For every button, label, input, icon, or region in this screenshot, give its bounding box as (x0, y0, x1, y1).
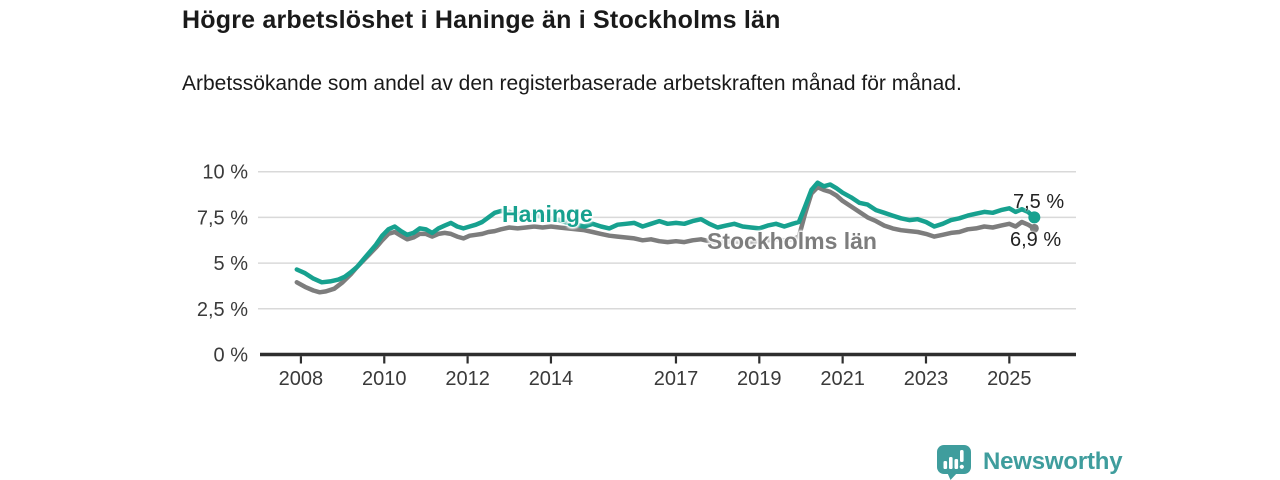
y-tick-label: 10 % (202, 162, 248, 184)
y-tick-label: 7,5 % (197, 207, 248, 229)
x-tick-label: 2012 (445, 368, 490, 390)
series-line-stockholms-lan (294, 184, 1037, 295)
y-tick-label: 5 % (214, 253, 249, 275)
x-tick-label: 2008 (279, 368, 324, 390)
x-tick-label: 2014 (529, 368, 574, 390)
x-tick-label: 2010 (362, 368, 407, 390)
chart-title: Högre arbetslöshet i Haninge än i Stockh… (182, 6, 781, 34)
series-label-stockholms-lan: Stockholms län (707, 228, 877, 254)
x-tick-label: 2021 (820, 368, 865, 390)
series-line-haninge (294, 180, 1037, 285)
series-label-haninge: Haninge (502, 201, 593, 227)
end-value-haninge: 7,5 % (1013, 191, 1065, 213)
x-tick-label: 2023 (904, 368, 949, 390)
x-tick-label: 2019 (737, 368, 782, 390)
chart-subtitle: Arbetssökande som andel av den registerb… (182, 72, 962, 95)
x-tick-label: 2025 (987, 368, 1032, 390)
x-tick-label: 2017 (654, 368, 699, 390)
y-tick-label: 0 % (214, 345, 249, 367)
newsworthy-logo-icon (937, 445, 971, 480)
newsworthy-wordmark: Newsworthy (983, 448, 1123, 475)
newsworthy-logo[interactable]: Newsworthy (936, 444, 1123, 480)
y-tick-label: 2,5 % (197, 299, 248, 321)
end-value-stockholms-lan: 6,9 % (1010, 229, 1062, 251)
